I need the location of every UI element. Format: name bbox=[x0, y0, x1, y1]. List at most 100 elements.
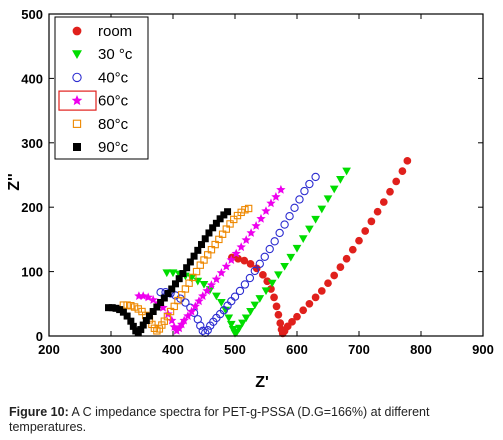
data-point bbox=[235, 324, 244, 333]
data-point bbox=[240, 280, 250, 289]
data-point bbox=[183, 311, 193, 320]
data-point bbox=[196, 261, 204, 269]
data-point bbox=[196, 321, 205, 330]
data-point bbox=[112, 304, 120, 312]
data-point bbox=[240, 256, 249, 265]
data-point bbox=[300, 186, 309, 196]
data-point bbox=[198, 326, 207, 336]
legend-item: 40°c bbox=[72, 69, 129, 86]
data-point bbox=[311, 293, 320, 302]
data-point bbox=[123, 312, 131, 320]
series-2 bbox=[156, 172, 320, 337]
data-point bbox=[212, 292, 221, 301]
data-point bbox=[403, 156, 412, 165]
y-tick-label: 400 bbox=[21, 71, 43, 86]
data-point bbox=[199, 280, 209, 289]
data-point bbox=[285, 212, 294, 221]
series-0 bbox=[228, 156, 412, 338]
x-tick-label: 500 bbox=[224, 342, 246, 357]
data-point bbox=[241, 206, 249, 214]
data-point bbox=[245, 273, 255, 283]
data-point bbox=[236, 242, 246, 252]
data-point bbox=[224, 208, 232, 216]
legend-box bbox=[54, 16, 149, 160]
data-point bbox=[211, 240, 219, 249]
data-point bbox=[153, 303, 161, 311]
data-point bbox=[183, 264, 191, 272]
series-layer bbox=[105, 156, 412, 338]
data-point bbox=[156, 288, 165, 297]
data-point bbox=[355, 236, 363, 245]
data-point bbox=[221, 306, 231, 315]
data-point bbox=[221, 261, 231, 271]
data-point bbox=[186, 258, 194, 266]
x-tick-label: 300 bbox=[100, 342, 122, 357]
y-tick-label: 0 bbox=[36, 329, 43, 344]
data-point bbox=[129, 322, 137, 330]
x-tick-label: 400 bbox=[162, 342, 184, 357]
data-point bbox=[201, 235, 209, 243]
data-point bbox=[237, 208, 245, 217]
data-point bbox=[177, 291, 186, 299]
series-1 bbox=[162, 167, 351, 338]
legend-label: 30 °c bbox=[98, 46, 133, 63]
data-point bbox=[323, 195, 333, 204]
legend-item: 60°c bbox=[71, 93, 129, 110]
data-point bbox=[174, 296, 182, 305]
legend-highlight-box bbox=[58, 90, 97, 111]
x-tick-label: 900 bbox=[472, 342, 494, 357]
data-point bbox=[206, 280, 217, 290]
data-point bbox=[286, 253, 296, 262]
data-point bbox=[119, 308, 127, 316]
data-point bbox=[261, 287, 271, 296]
data-point bbox=[189, 273, 197, 282]
data-point bbox=[311, 172, 320, 182]
data-point bbox=[230, 292, 240, 301]
data-point bbox=[261, 206, 271, 215]
data-point bbox=[211, 274, 222, 284]
data-point bbox=[157, 299, 165, 307]
series-4 bbox=[119, 204, 253, 335]
data-point bbox=[230, 215, 238, 224]
data-point bbox=[222, 225, 231, 233]
data-point bbox=[170, 302, 178, 311]
data-point bbox=[160, 294, 168, 302]
y-tick-label: 300 bbox=[21, 136, 43, 151]
data-point bbox=[292, 244, 302, 253]
data-point bbox=[205, 229, 213, 237]
data-point bbox=[186, 306, 197, 316]
data-point bbox=[134, 305, 142, 313]
data-point bbox=[127, 302, 135, 310]
legend-marker bbox=[73, 143, 81, 151]
data-point bbox=[185, 279, 193, 287]
data-point bbox=[373, 207, 382, 216]
data-point bbox=[324, 279, 332, 288]
data-point bbox=[192, 267, 201, 276]
data-point bbox=[336, 176, 345, 184]
data-point bbox=[218, 230, 227, 238]
data-point bbox=[175, 275, 183, 283]
data-point bbox=[169, 322, 179, 331]
data-point bbox=[198, 291, 208, 300]
legend-label: 80°c bbox=[98, 116, 129, 133]
y-tick-label: 200 bbox=[21, 200, 43, 215]
data-point bbox=[207, 246, 216, 254]
data-point bbox=[238, 319, 247, 328]
x-axis-title: Z' bbox=[255, 374, 269, 391]
data-point bbox=[228, 326, 238, 334]
data-point bbox=[266, 198, 276, 208]
data-point bbox=[342, 167, 351, 176]
y-tick-label: 100 bbox=[21, 265, 43, 280]
data-point bbox=[317, 287, 326, 295]
data-point bbox=[148, 320, 156, 329]
legend-item: room bbox=[72, 23, 132, 40]
data-point bbox=[127, 317, 135, 325]
data-point bbox=[105, 304, 113, 312]
data-point bbox=[259, 270, 267, 279]
data-point bbox=[158, 321, 166, 329]
figure-caption: Figure 10: A C impedance spectra for PET… bbox=[9, 405, 499, 435]
data-point bbox=[198, 241, 206, 249]
data-point bbox=[119, 301, 128, 309]
data-point bbox=[155, 325, 164, 333]
legend-marker bbox=[72, 72, 82, 83]
